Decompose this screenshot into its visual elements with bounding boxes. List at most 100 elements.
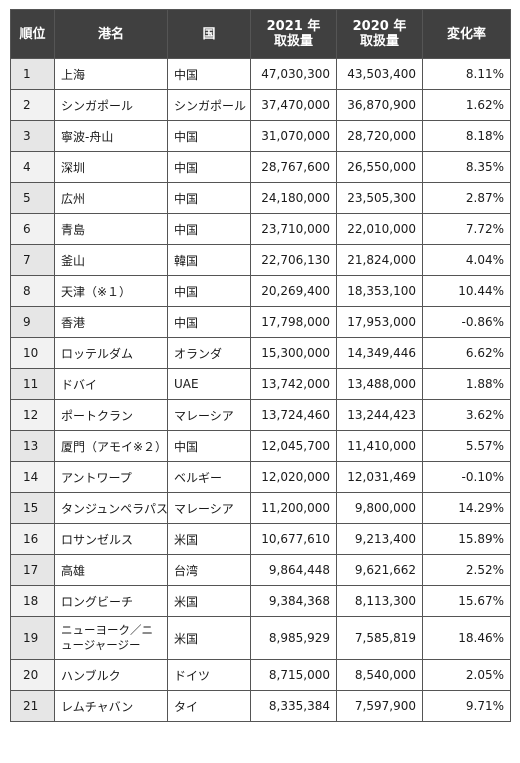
country-cell: 韓国 (167, 244, 251, 276)
header-2020-year: 2020 年 (352, 19, 407, 34)
header-rank: 順位 (10, 9, 55, 59)
volume-2021-cell: 37,470,000 (250, 89, 337, 121)
volume-2020-cell: 28,720,000 (336, 120, 423, 152)
rank-cell: 6 (10, 213, 55, 245)
table-row: 13 厦門（アモイ※２） 中国 12,045,700 11,410,000 5.57% (10, 430, 511, 462)
volume-2020-cell: 23,505,300 (336, 182, 423, 214)
header-country: 国 (167, 9, 251, 59)
port-cell: 高雄 (54, 554, 168, 586)
change-cell: 14.29% (422, 492, 511, 524)
port-cell: 広州 (54, 182, 168, 214)
change-cell: 5.57% (422, 430, 511, 462)
volume-2020-cell: 21,824,000 (336, 244, 423, 276)
volume-2021-cell: 13,742,000 (250, 368, 337, 400)
change-cell: 2.52% (422, 554, 511, 586)
table-row: 7 釜山 韓国 22,706,130 21,824,000 4.04% (10, 244, 511, 276)
port-ranking-table: 順位 港名 国 2021 年取扱量 2020 年取扱量 変化率 1 上海 中国 47,… (10, 9, 511, 722)
table-row: 21 レムチャバン タイ 8,335,384 7,597,900 9.71% (10, 690, 511, 722)
country-cell: 中国 (167, 306, 251, 338)
volume-2021-cell: 28,767,600 (250, 151, 337, 183)
volume-2021-cell: 31,070,000 (250, 120, 337, 152)
rank-cell: 3 (10, 120, 55, 152)
volume-2020-cell: 12,031,469 (336, 461, 423, 493)
volume-2021-cell: 12,020,000 (250, 461, 337, 493)
change-cell: -0.10% (422, 461, 511, 493)
port-cell: 天津（※１） (54, 275, 168, 307)
port-cell: ロッテルダム (54, 337, 168, 369)
table-row: 14 アントワープ ベルギー 12,020,000 12,031,469 -0.10% (10, 461, 511, 493)
change-cell: 1.88% (422, 368, 511, 400)
table-row: 8 天津（※１） 中国 20,269,400 18,353,100 10.44% (10, 275, 511, 307)
country-cell: 中国 (167, 213, 251, 245)
rank-cell: 13 (10, 430, 55, 462)
rank-cell: 17 (10, 554, 55, 586)
rank-cell: 5 (10, 182, 55, 214)
rank-cell: 9 (10, 306, 55, 338)
volume-2020-cell: 36,870,900 (336, 89, 423, 121)
port-cell: アントワープ (54, 461, 168, 493)
change-cell: 8.35% (422, 151, 511, 183)
volume-2021-cell: 8,335,384 (250, 690, 337, 722)
country-cell: 米国 (167, 585, 251, 617)
country-cell: タイ (167, 690, 251, 722)
rank-cell: 1 (10, 58, 55, 90)
port-cell: ドバイ (54, 368, 168, 400)
change-cell: 10.44% (422, 275, 511, 307)
rank-cell: 21 (10, 690, 55, 722)
change-cell: 1.62% (422, 89, 511, 121)
country-cell: ドイツ (167, 659, 251, 691)
country-cell: オランダ (167, 337, 251, 369)
header-2020: 2020 年取扱量 (336, 9, 423, 59)
country-cell: 米国 (167, 616, 251, 660)
rank-cell: 18 (10, 585, 55, 617)
change-cell: 6.62% (422, 337, 511, 369)
rank-cell: 11 (10, 368, 55, 400)
volume-2020-cell: 8,113,300 (336, 585, 423, 617)
table-row: 16 ロサンゼルス 米国 10,677,610 9,213,400 15.89% (10, 523, 511, 555)
port-cell: ロングビーチ (54, 585, 168, 617)
port-cell: レムチャバン (54, 690, 168, 722)
volume-2021-cell: 12,045,700 (250, 430, 337, 462)
volume-2021-cell: 23,710,000 (250, 213, 337, 245)
country-cell: シンガポール (167, 89, 251, 121)
rank-cell: 12 (10, 399, 55, 431)
change-cell: 7.72% (422, 213, 511, 245)
volume-2020-cell: 17,953,000 (336, 306, 423, 338)
volume-2020-cell: 9,800,000 (336, 492, 423, 524)
volume-2020-cell: 11,410,000 (336, 430, 423, 462)
rank-cell: 19 (10, 616, 55, 660)
change-cell: 18.46% (422, 616, 511, 660)
change-cell: 9.71% (422, 690, 511, 722)
volume-2020-cell: 18,353,100 (336, 275, 423, 307)
country-cell: マレーシア (167, 492, 251, 524)
port-cell: 香港 (54, 306, 168, 338)
header-2020-volume: 取扱量 (359, 34, 399, 49)
volume-2021-cell: 47,030,300 (250, 58, 337, 90)
port-cell: シンガポール (54, 89, 168, 121)
table-row: 6 青島 中国 23,710,000 22,010,000 7.72% (10, 213, 511, 245)
country-cell: ベルギー (167, 461, 251, 493)
table-row: 19 ニューヨーク／ニュージャージー 米国 8,985,929 7,585,819 18.… (10, 616, 511, 660)
rank-cell: 10 (10, 337, 55, 369)
volume-2020-cell: 13,488,000 (336, 368, 423, 400)
rank-cell: 8 (10, 275, 55, 307)
change-cell: 8.18% (422, 120, 511, 152)
port-cell: ポートクラン (54, 399, 168, 431)
country-cell: 中国 (167, 120, 251, 152)
table-row: 9 香港 中国 17,798,000 17,953,000 -0.86% (10, 306, 511, 338)
header-2021: 2021 年取扱量 (250, 9, 337, 59)
rank-cell: 2 (10, 89, 55, 121)
country-cell: 中国 (167, 182, 251, 214)
header-2021-year: 2021 年 (266, 19, 321, 34)
port-cell: タンジュンペラパス (54, 492, 168, 524)
volume-2021-cell: 10,677,610 (250, 523, 337, 555)
change-cell: 2.05% (422, 659, 511, 691)
volume-2020-cell: 7,597,900 (336, 690, 423, 722)
table-row: 12 ポートクラン マレーシア 13,724,460 13,244,423 3.62% (10, 399, 511, 431)
volume-2021-cell: 20,269,400 (250, 275, 337, 307)
table-row: 5 広州 中国 24,180,000 23,505,300 2.87% (10, 182, 511, 214)
table-row: 11 ドバイ UAE 13,742,000 13,488,000 1.88% (10, 368, 511, 400)
volume-2021-cell: 9,384,368 (250, 585, 337, 617)
table-row: 3 寧波-舟山 中国 31,070,000 28,720,000 8.18% (10, 120, 511, 152)
table-row: 4 深圳 中国 28,767,600 26,550,000 8.35% (10, 151, 511, 183)
